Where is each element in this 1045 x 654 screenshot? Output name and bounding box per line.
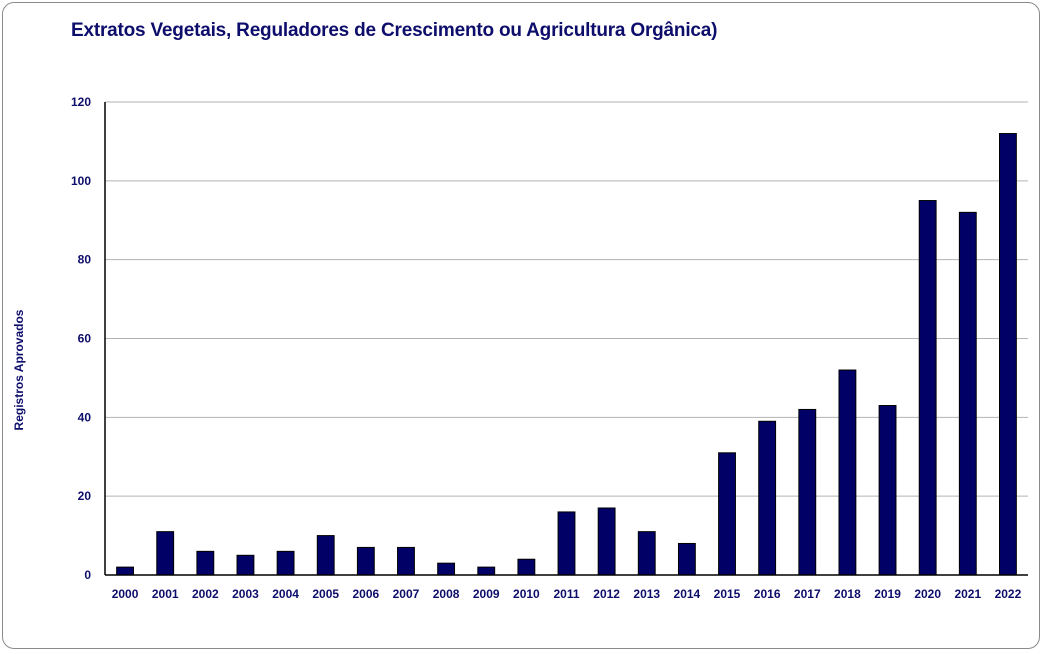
bar-2020 — [918, 200, 937, 576]
x-tick-label: 2003 — [232, 587, 259, 601]
bar-2011 — [557, 511, 576, 576]
bar-2013 — [637, 531, 656, 576]
bar-2006 — [356, 546, 375, 576]
gridlines — [105, 101, 1028, 497]
x-tick-label: 2004 — [272, 587, 299, 601]
bar-2008 — [437, 562, 456, 576]
axes — [104, 102, 1028, 576]
bar-2010 — [517, 558, 536, 576]
bar-2018 — [838, 369, 857, 576]
x-tick-label: 2014 — [674, 587, 701, 601]
bar-2017 — [798, 408, 817, 576]
y-tick-labels: 0 20 40 60 80 100 120 — [71, 95, 91, 582]
y-tick-label: 0 — [84, 568, 91, 582]
bar-2021 — [958, 211, 977, 576]
x-tick-label: 2007 — [393, 587, 420, 601]
chart-title: Extratos Vegetais, Reguladores de Cresci… — [71, 20, 718, 41]
bar-2003 — [236, 554, 255, 576]
bar-2015 — [718, 452, 736, 576]
x-tick-label: 2005 — [312, 587, 339, 601]
x-tick-label: 2015 — [714, 587, 741, 601]
x-tick-label: 2010 — [513, 587, 540, 601]
bar-2007 — [397, 546, 415, 576]
x-tick-label: 2006 — [352, 587, 379, 601]
bar-2014 — [677, 542, 696, 576]
bar-2005 — [316, 535, 335, 576]
x-tick-label: 2022 — [995, 587, 1022, 601]
x-tick-label: 2018 — [834, 587, 861, 601]
x-tick-label: 2008 — [433, 587, 460, 601]
bar-2022 — [999, 133, 1017, 576]
x-tick-label: 2013 — [633, 587, 660, 601]
x-tick-label: 2021 — [954, 587, 981, 601]
bars — [116, 133, 1017, 576]
bar-2001 — [156, 531, 175, 576]
y-tick-label: 120 — [71, 95, 91, 109]
x-tick-label: 2019 — [874, 587, 901, 601]
y-tick-label: 40 — [78, 410, 92, 424]
x-tick-label: 2012 — [593, 587, 620, 601]
x-tick-label: 2017 — [794, 587, 821, 601]
x-tick-label: 2000 — [112, 587, 139, 601]
bar-2012 — [597, 507, 616, 576]
x-tick-labels: 2000 2001 2002 2003 2004 2005 2006 2007 2008 2009… — [112, 587, 1022, 601]
bar-2004 — [276, 550, 295, 576]
bar-2000 — [116, 566, 134, 576]
x-tick-label: 2016 — [754, 587, 781, 601]
y-tick-label: 20 — [78, 489, 92, 503]
x-tick-label: 2011 — [553, 587, 579, 601]
bar-2019 — [878, 405, 897, 576]
x-tick-label: 2001 — [152, 587, 179, 601]
y-tick-label: 100 — [71, 174, 91, 188]
bar-2016 — [758, 420, 777, 576]
x-tick-label: 2009 — [473, 587, 500, 601]
bar-2002 — [196, 550, 215, 576]
y-tick-label: 60 — [78, 332, 92, 346]
x-tick-label: 2020 — [914, 587, 941, 601]
y-tick-label: 80 — [78, 253, 92, 267]
x-tick-label: 2002 — [192, 587, 219, 601]
bar-2009 — [477, 566, 496, 576]
